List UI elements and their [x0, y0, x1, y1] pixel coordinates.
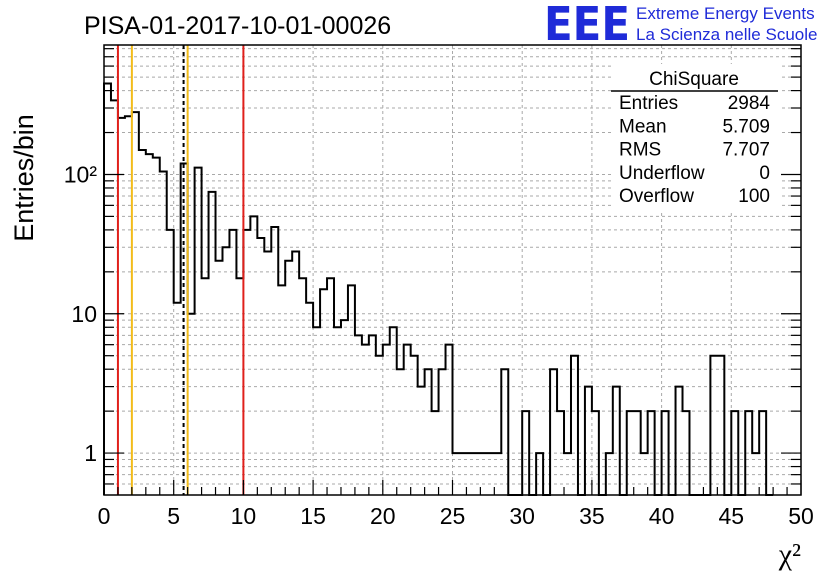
stats-row-value: 0 [759, 163, 770, 184]
stats-row-label: Underflow [619, 163, 705, 184]
stats-row-value: 7.707 [722, 140, 770, 161]
x-tick-label: 40 [649, 503, 675, 529]
histogram [103, 82, 774, 496]
logo-mark: EEE [544, 0, 630, 51]
stats-row-value: 2984 [728, 93, 771, 114]
x-tick-label: 15 [300, 503, 326, 529]
logo-line2: La Scienza nelle Scuole [636, 25, 817, 44]
stats-row-value: 100 [738, 186, 770, 207]
chart-title: PISA-01-2017-10-01-00026 [84, 12, 391, 40]
x-axis-label: χ² [778, 538, 801, 571]
stats-box-background [611, 64, 779, 210]
stats-row-label: RMS [619, 140, 661, 161]
stats-title: ChiSquare [649, 69, 739, 90]
histogram-line [103, 82, 774, 496]
y-tick-label: 1 [84, 440, 97, 466]
logo-line1: Extreme Energy Events [636, 4, 815, 23]
x-tick-label: 30 [509, 503, 535, 529]
stats-box: ChiSquare Entries 2984 Mean 5.709 RMS 7.707 Un… [611, 64, 779, 210]
axes [103, 44, 802, 496]
x-tick-label: 25 [440, 503, 466, 529]
y-axis-label: Entries/bin [9, 114, 39, 242]
x-tick-label: 45 [719, 503, 745, 529]
x-tick-label: 20 [370, 503, 396, 529]
stats-row-label: Mean [619, 116, 667, 137]
x-tick-label: 5 [167, 503, 180, 529]
tick-labels: 0 5 10 15 20 25 30 35 40 45 50 1 10 10² [64, 161, 814, 529]
x-tick-label: 35 [579, 503, 605, 529]
x-tick-label: 0 [98, 503, 111, 529]
stats-row-label: Overflow [619, 186, 694, 207]
stats-row-value: 5.709 [722, 116, 770, 137]
reference-lines [116, 45, 245, 495]
y-tick-label: 10 [71, 301, 97, 327]
y-tick-label: 10² [64, 161, 98, 187]
x-tick-label: 50 [788, 503, 814, 529]
x-tick-label: 10 [231, 503, 257, 529]
eee-logo: EEE Extreme Energy Events La Scienza nel… [544, 0, 817, 51]
stats-row-label: Entries [619, 93, 678, 114]
